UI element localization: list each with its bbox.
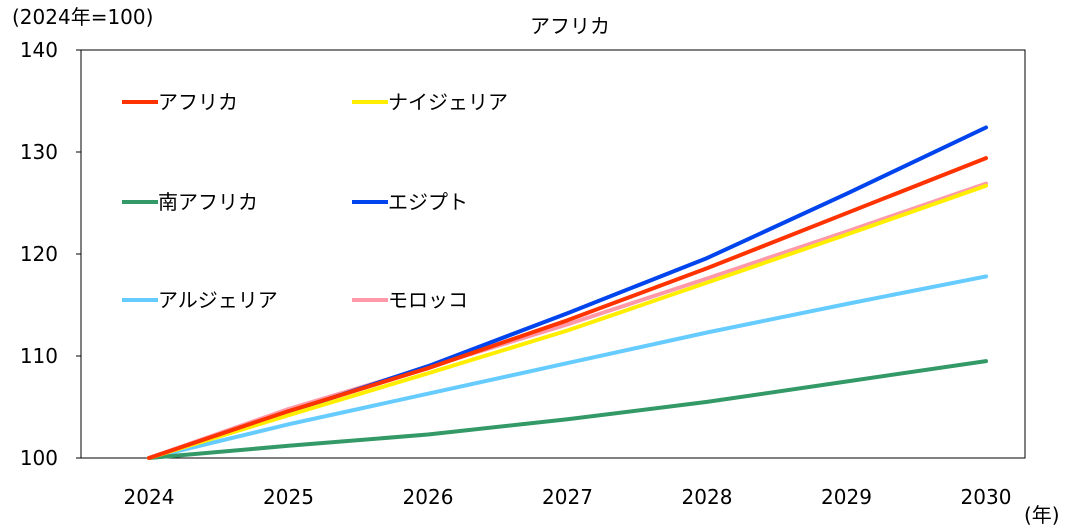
series-layer (147, 125, 988, 460)
x-axis-unit-label: (年) (1024, 503, 1060, 527)
series-line (147, 274, 988, 460)
y-tick-label: 130 (20, 140, 58, 164)
y-axis: 100 110 120 130 140 (20, 38, 81, 470)
series-line (147, 183, 988, 460)
legend-label: アフリカ (158, 90, 238, 114)
x-axis: 2024 2025 2026 2027 2028 2029 2030 (124, 485, 1012, 509)
legend-label: エジプト (388, 190, 468, 214)
x-tick-label: 2026 (403, 485, 454, 509)
y-tick-label: 120 (20, 242, 58, 266)
y-tick-label: 110 (20, 344, 58, 368)
x-tick-label: 2030 (961, 485, 1012, 509)
legend-label: 南アフリカ (158, 190, 258, 214)
x-tick-label: 2029 (821, 485, 872, 509)
legend-label: ナイジェリア (388, 90, 508, 114)
x-tick-label: 2027 (542, 485, 593, 509)
series-line (147, 181, 988, 460)
series-line (147, 359, 988, 460)
y-tick-label: 100 (20, 446, 58, 470)
x-tick-label: 2028 (682, 485, 733, 509)
y-unit-label: (2024年=100) (12, 5, 153, 29)
legend-label: アルジェリア (158, 288, 278, 312)
x-tick-label: 2025 (263, 485, 314, 509)
y-tick-label: 140 (20, 38, 58, 62)
x-tick-label: 2024 (124, 485, 175, 509)
chart-title: アフリカ (530, 14, 610, 38)
series-line (147, 156, 988, 460)
legend-label: モロッコ (388, 288, 468, 312)
